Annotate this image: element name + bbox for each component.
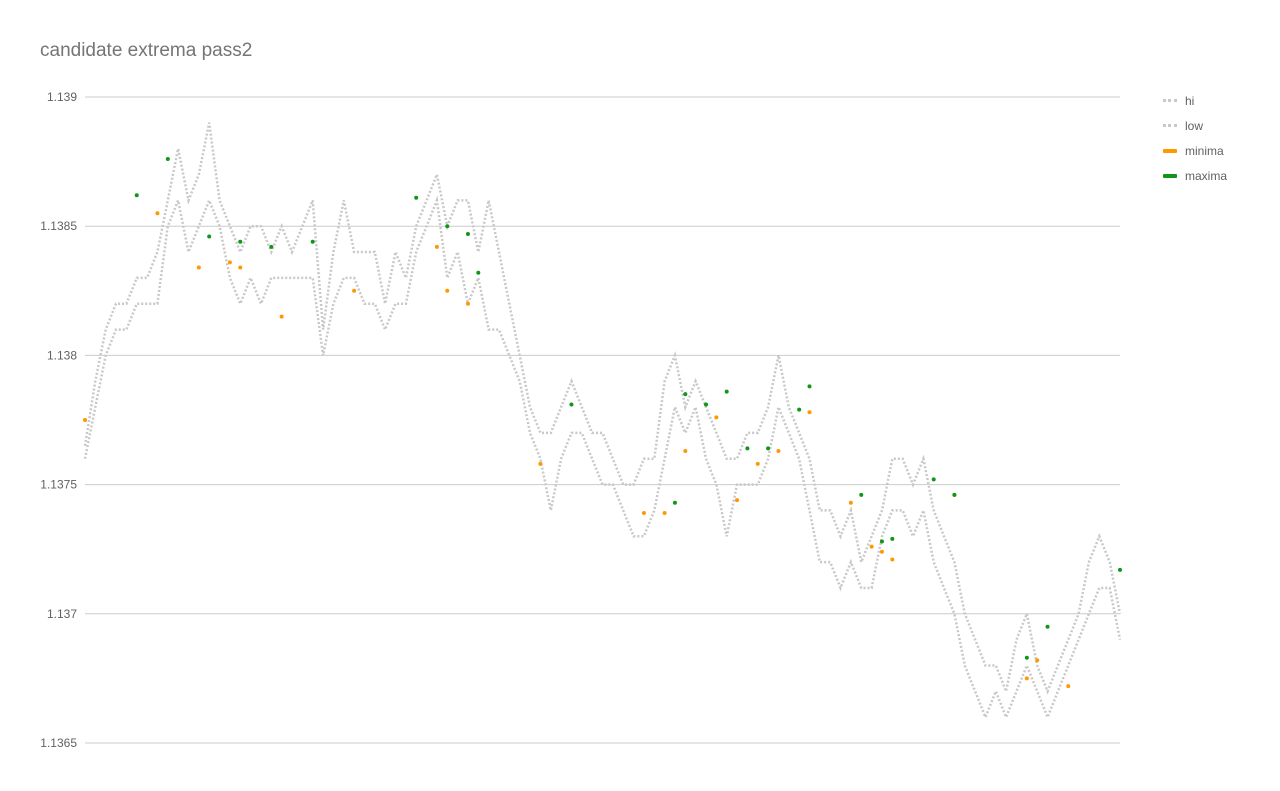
maxima-point-4 [269, 244, 274, 249]
legend-swatch-maxima [1163, 173, 1177, 178]
minima-point-14 [714, 415, 719, 420]
maxima-point-20 [879, 539, 884, 544]
legend-item-hi[interactable]: hi [1163, 88, 1227, 113]
maxima-point-25 [1045, 624, 1050, 629]
maxima-point-5 [310, 239, 315, 244]
y-tick-label-3: 1.1375 [40, 478, 77, 492]
minima-point-18 [807, 410, 812, 415]
y-tick-label-2: 1.138 [47, 348, 77, 362]
minima-point-7 [434, 244, 439, 249]
minima-point-4 [238, 265, 243, 270]
minima-point-1 [155, 211, 160, 216]
minima-point-12 [662, 511, 667, 516]
maxima-point-23 [952, 492, 957, 497]
maxima-point-16 [766, 446, 771, 451]
maxima-point-26 [1118, 567, 1122, 572]
minima-point-13 [683, 449, 688, 454]
maxima-point-18 [807, 384, 812, 389]
legend-label-low: low [1185, 118, 1204, 133]
legend-label-minima: minima [1185, 143, 1224, 158]
maxima-point-6 [414, 195, 419, 200]
maxima-point-19 [859, 492, 864, 497]
legend-item-low[interactable]: low [1163, 113, 1227, 138]
minima-point-25 [1035, 658, 1040, 663]
minima-point-24 [1024, 676, 1029, 681]
legend-label-maxima: maxima [1185, 168, 1228, 183]
legend-swatch-low [1163, 124, 1177, 127]
y-tick-label-0: 1.139 [47, 90, 77, 104]
maxima-point-14 [724, 389, 729, 394]
legend-item-maxima[interactable]: maxima [1163, 163, 1227, 188]
maxima-point-2 [207, 234, 212, 239]
minima-point-20 [869, 544, 874, 549]
minima-point-5 [279, 314, 284, 319]
series-line-low [83, 195, 1122, 721]
y-tick-label-4: 1.137 [47, 607, 77, 621]
maxima-point-13 [704, 402, 708, 407]
maxima-point-11 [672, 500, 677, 505]
minima-point-11 [641, 511, 646, 516]
minima-point-10 [538, 461, 543, 466]
maxima-point-15 [745, 446, 750, 451]
minima-point-3 [227, 260, 232, 265]
maxima-point-1 [165, 157, 170, 162]
minima-point-9 [465, 301, 470, 306]
minima-point-21 [879, 549, 884, 554]
legend-swatch-minima [1163, 148, 1177, 153]
y-tick-label-1: 1.1385 [40, 219, 77, 233]
minima-point-17 [776, 449, 781, 454]
maxima-point-24 [1024, 655, 1029, 660]
maxima-point-9 [476, 270, 481, 275]
maxima-point-10 [569, 402, 574, 407]
minima-point-15 [735, 498, 740, 503]
minima-point-26 [1066, 684, 1071, 689]
maxima-point-7 [445, 224, 450, 229]
minima-point-0 [83, 418, 87, 422]
maxima-point-22 [931, 477, 936, 482]
maxima-point-21 [890, 536, 895, 541]
maxima-point-3 [238, 239, 243, 244]
legend-label-hi: hi [1185, 93, 1195, 108]
legend-item-minima[interactable]: minima [1163, 138, 1227, 163]
maxima-point-0 [134, 193, 139, 198]
chart-title: candidate extrema pass2 [40, 40, 253, 61]
series-line-hi [83, 122, 1122, 696]
minima-point-16 [755, 461, 760, 466]
maxima-point-17 [797, 407, 802, 412]
maxima-point-8 [465, 231, 470, 236]
legend: hi low minima maxima [1163, 88, 1227, 188]
legend-swatch-hi [1163, 99, 1177, 102]
minima-point-19 [848, 500, 853, 505]
minima-point-8 [445, 288, 450, 293]
minima-point-2 [196, 265, 201, 270]
minima-point-6 [352, 288, 357, 293]
y-tick-label-5: 1.1365 [40, 736, 77, 750]
maxima-point-12 [683, 392, 688, 397]
minima-point-22 [890, 557, 895, 562]
